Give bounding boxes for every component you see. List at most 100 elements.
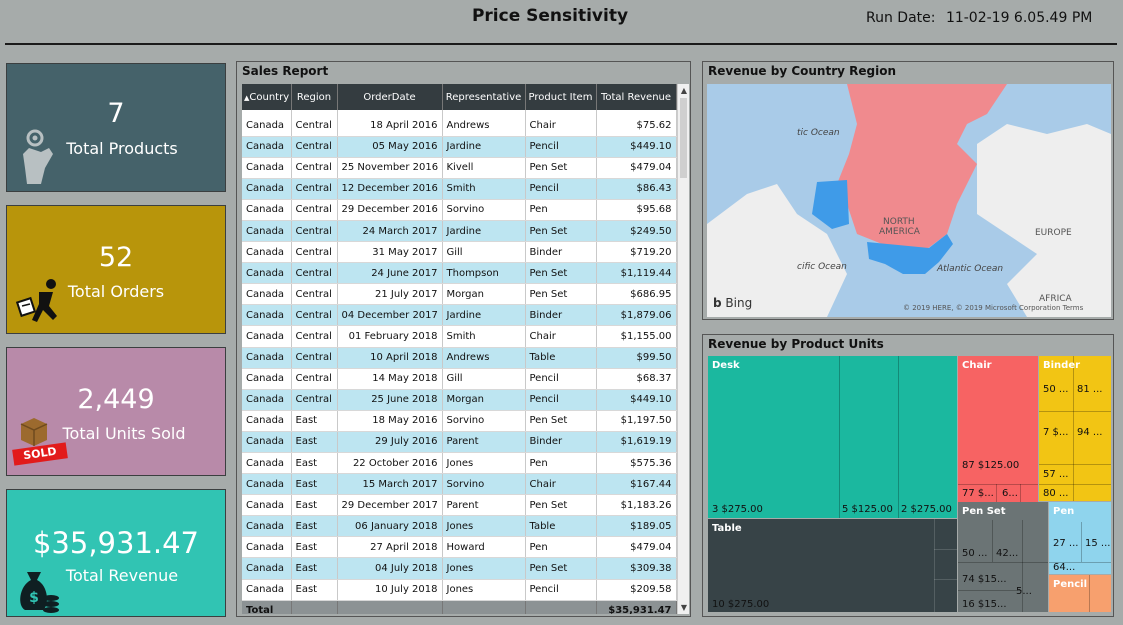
table-cell: 18 April 2016 xyxy=(337,115,443,137)
revenue-treemap[interactable]: Desk 3 $275.00 5 $125.00 2 $275.00 Chair… xyxy=(708,356,1111,612)
table-cell: $95.68 xyxy=(596,199,677,221)
table-cell: Canada xyxy=(242,241,292,264)
table-cell: Morgan xyxy=(442,283,526,306)
treemap-label: 15 ... xyxy=(1085,538,1111,549)
table-row[interactable]: Canada Central 10 April 2018 Andrews Table $9… xyxy=(242,347,677,369)
table-cell: Canada xyxy=(242,304,292,327)
table-row[interactable]: Canada East 04 July 2018 Jones Pen Set $309.3… xyxy=(242,557,677,580)
table-cell: Pen Set xyxy=(525,262,597,285)
table-row[interactable]: Canada East 29 December 2017 Parent Pen Set $… xyxy=(242,494,677,517)
treemap-cell-pen-set[interactable]: Pen Set 50 ... 42... 74 $15... 16 $15...… xyxy=(958,502,1048,612)
treemap-cell-binder[interactable]: Binder 50 ... 81 ... 7 $... 94 ... 57 ..… xyxy=(1039,356,1111,501)
kpi-orders-value: 52 xyxy=(98,242,134,273)
table-cell: 29 December 2016 xyxy=(337,199,443,221)
running-man-icon xyxy=(15,279,57,322)
revenue-map[interactable]: tic Ocean cific Ocean Atlantic Ocean NOR… xyxy=(707,84,1111,317)
table-cell: Canada xyxy=(242,389,292,411)
table-cell: Jones xyxy=(442,579,526,601)
table-row[interactable]: Canada Central 18 April 2016 Andrews Chair $7… xyxy=(242,115,677,137)
sales-report-table-container[interactable]: ▲Country Region OrderDate Representative… xyxy=(242,84,689,614)
table-row[interactable]: Canada East 10 July 2018 Jones Pencil $209.58 xyxy=(242,579,677,601)
table-row[interactable]: Canada Central 24 March 2017 Jardine Pen Set… xyxy=(242,220,677,243)
table-row[interactable]: Canada Central 14 May 2018 Gill Pencil $68.37 xyxy=(242,368,677,390)
table-scrollbar[interactable]: ▲ ▼ xyxy=(677,84,689,614)
table-cell: Smith xyxy=(442,178,526,200)
table-row[interactable]: Canada East 18 May 2016 Sorvino Pen Set $1,19… xyxy=(242,410,677,432)
column-header-region[interactable]: Region xyxy=(291,84,338,110)
map-copyright[interactable]: © 2019 HERE, © 2019 Microsoft Corporatio… xyxy=(903,304,1084,312)
scroll-thumb[interactable] xyxy=(680,98,687,178)
table-row[interactable]: Canada Central 21 July 2017 Morgan Pen Set $6… xyxy=(242,283,677,306)
table-cell: East xyxy=(291,557,338,580)
table-cell: Pencil xyxy=(525,389,597,411)
table-cell: 14 May 2018 xyxy=(337,368,443,390)
total-value: $35,931.47 xyxy=(596,600,677,614)
table-cell: $1,155.00 xyxy=(596,325,677,348)
kpi-total-orders[interactable]: 52 Total Orders xyxy=(6,205,226,334)
table-row[interactable]: Canada Central 25 June 2018 Morgan Pencil $44… xyxy=(242,389,677,411)
table-row[interactable]: Canada East 22 October 2016 Jones Pen $575.36 xyxy=(242,452,677,475)
table-cell: Jones xyxy=(442,515,526,538)
run-date-label: Run Date: xyxy=(866,10,936,26)
treemap-cell-chair[interactable]: Chair 87 $125.00 xyxy=(958,356,1038,501)
table-cell: Pen Set xyxy=(525,557,597,580)
column-header-orderdate[interactable]: OrderDate xyxy=(337,84,443,110)
table-row[interactable]: Canada Central 29 December 2016 Sorvino Pen $… xyxy=(242,199,677,221)
treemap-cell-pen[interactable]: Pen 27 ... 15 ... 64... xyxy=(1049,502,1111,574)
column-header-representative[interactable]: Representative xyxy=(442,84,526,110)
table-row[interactable]: Canada Central 25 November 2016 Kivell Pen S… xyxy=(242,157,677,179)
table-cell: 21 July 2017 xyxy=(337,283,443,306)
scroll-down-icon[interactable]: ▼ xyxy=(680,603,688,612)
table-cell: Central xyxy=(291,220,338,243)
table-cell: Sorvino xyxy=(442,410,526,432)
table-cell: Canada xyxy=(242,579,292,601)
table-cell: Central xyxy=(291,136,338,158)
table-row[interactable]: Canada East 29 July 2016 Parent Binder $1,619… xyxy=(242,431,677,454)
table-cell: Canada xyxy=(242,536,292,559)
map-alaska-region xyxy=(812,180,849,229)
table-cell: Pen Set xyxy=(525,220,597,243)
run-date: Run Date: 11-02-19 6.05.49 PM xyxy=(866,10,1092,26)
table-cell: Table xyxy=(525,347,597,369)
column-header-product-item[interactable]: Product Item xyxy=(525,84,597,110)
table-row[interactable]: Canada East 27 April 2018 Howard Pen $479.04 xyxy=(242,536,677,559)
table-cell: Jardine xyxy=(442,136,526,158)
table-cell: Chair xyxy=(525,473,597,496)
treemap-cell-desk[interactable]: Desk 3 $275.00 5 $125.00 2 $275.00 xyxy=(708,356,957,518)
bing-logo: b Bing xyxy=(713,296,753,310)
kpi-revenue-value: $35,931.47 xyxy=(32,526,200,560)
treemap-cell-chair-small[interactable]: 77 $... 6... xyxy=(958,484,1038,502)
kpi-total-revenue[interactable]: $35,931.47 Total Revenue $ xyxy=(6,489,226,617)
svg-text:$: $ xyxy=(29,590,39,606)
map-label-atlantic-top: tic Ocean xyxy=(797,128,840,138)
table-row[interactable]: Canada Central 31 May 2017 Gill Binder $719.2… xyxy=(242,241,677,264)
table-row[interactable]: Canada Central 05 May 2016 Jardine Pencil $44… xyxy=(242,136,677,158)
table-cell: Canada xyxy=(242,262,292,285)
total-label: Total xyxy=(242,600,292,614)
table-row[interactable]: Canada Central 24 June 2017 Thompson Pen Set… xyxy=(242,262,677,285)
map-land-west xyxy=(707,184,847,317)
table-cell: Canada xyxy=(242,220,292,243)
table-cell: $189.05 xyxy=(596,515,677,538)
table-row[interactable]: Canada East 06 January 2018 Jones Table $189.… xyxy=(242,515,677,538)
table-cell: Central xyxy=(291,157,338,179)
treemap-cell-pencil[interactable]: Pencil xyxy=(1049,575,1111,612)
treemap-label: 3 $275.00 xyxy=(712,504,763,515)
table-cell: Canada xyxy=(242,115,292,137)
treemap-cell-table[interactable]: Table 10 $275.00 xyxy=(708,519,957,612)
treemap-label: 50 ... xyxy=(1043,384,1069,395)
table-cell: Central xyxy=(291,178,338,200)
kpi-total-products[interactable]: 7 Total Products xyxy=(6,63,226,192)
table-cell: Parent xyxy=(442,431,526,454)
column-header-total-revenue[interactable]: Total Revenue xyxy=(596,84,677,110)
kpi-total-units-sold[interactable]: 2,449 Total Units Sold SOLD xyxy=(6,347,226,476)
table-row[interactable]: Canada Central 01 February 2018 Smith Chair $… xyxy=(242,325,677,348)
table-row[interactable]: Canada East 15 March 2017 Sorvino Chair $167.… xyxy=(242,473,677,496)
table-row[interactable]: Canada Central 04 December 2017 Jardine Bind… xyxy=(242,304,677,327)
table-cell: 18 May 2016 xyxy=(337,410,443,432)
kpi-products-label: Total Products xyxy=(66,139,178,158)
scroll-up-icon[interactable]: ▲ xyxy=(680,86,688,95)
map-label-europe: EUROPE xyxy=(1035,228,1072,238)
table-row[interactable]: Canada Central 12 December 2016 Smith Pencil… xyxy=(242,178,677,200)
column-header-country[interactable]: ▲Country xyxy=(242,84,292,110)
